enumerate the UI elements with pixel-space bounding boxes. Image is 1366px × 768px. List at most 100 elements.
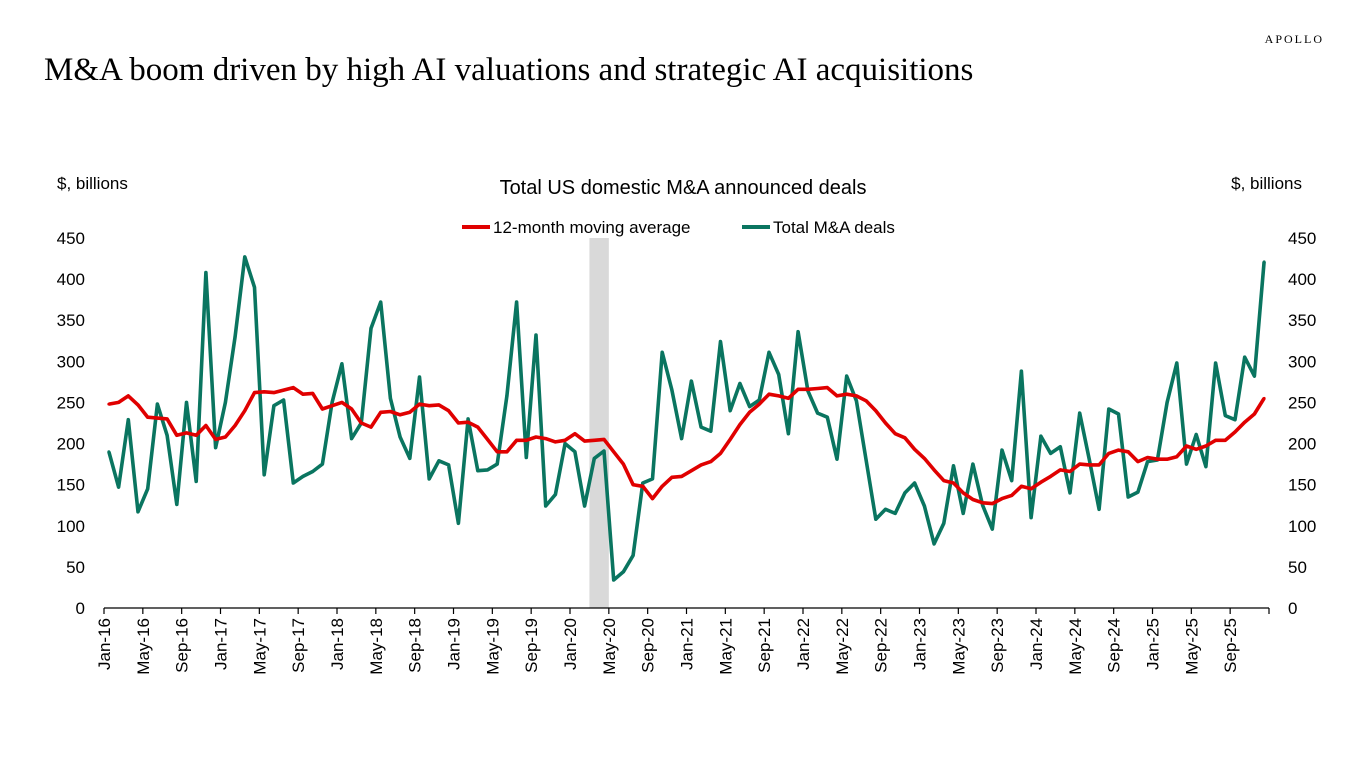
data-point [680, 437, 684, 441]
left-y-tick-label: 300 [57, 352, 85, 371]
x-tick-label: Jan-20 [561, 618, 580, 670]
x-tick-label: Sep-25 [1221, 618, 1240, 673]
x-tick-label: Jan-18 [328, 618, 347, 670]
x-tick-label: Jan-16 [95, 618, 114, 670]
data-point [641, 481, 645, 485]
data-point [427, 477, 431, 481]
data-point [252, 285, 256, 289]
data-point [922, 504, 926, 508]
data-point [699, 425, 703, 429]
data-point [379, 300, 383, 304]
data-point [718, 451, 722, 455]
x-tick-label: May-16 [134, 618, 153, 675]
data-point [709, 429, 713, 433]
data-point [524, 456, 528, 460]
data-point [388, 396, 392, 400]
data-point [1136, 490, 1140, 494]
data-point [1165, 400, 1169, 404]
data-point [786, 432, 790, 436]
data-point [1117, 448, 1121, 452]
data-point [864, 399, 868, 403]
data-point [951, 481, 955, 485]
data-point [631, 483, 635, 487]
data-point [1058, 445, 1062, 449]
data-point [485, 468, 489, 472]
data-point [398, 413, 402, 417]
data-point [466, 420, 470, 424]
data-point [437, 459, 441, 463]
data-point [631, 553, 635, 557]
x-tick-label: May-19 [483, 618, 502, 675]
data-point [592, 438, 596, 442]
data-point [1087, 458, 1091, 462]
data-point [495, 450, 499, 454]
data-point [1049, 451, 1053, 455]
data-point [379, 410, 383, 414]
data-point [874, 409, 878, 413]
data-point [1039, 480, 1043, 484]
data-point [1223, 438, 1227, 442]
data-point [1107, 407, 1111, 411]
data-point [1117, 412, 1121, 416]
data-point [612, 578, 616, 582]
left-y-tick-label: 350 [57, 311, 85, 330]
data-point [1175, 455, 1179, 459]
data-point [437, 403, 441, 407]
data-point [456, 521, 460, 525]
left-y-tick-label: 50 [66, 558, 85, 577]
data-point [262, 390, 266, 394]
x-tick-label: May-25 [1182, 618, 1201, 675]
x-tick-label: Jan-25 [1144, 618, 1163, 670]
moving-average-line [108, 385, 1266, 506]
data-point [262, 473, 266, 477]
x-tick-label: Jan-19 [445, 618, 464, 670]
data-point [1010, 493, 1014, 497]
data-point [311, 391, 315, 395]
data-point [1223, 414, 1227, 418]
x-tick-label: May-21 [716, 618, 735, 675]
data-point [932, 468, 936, 472]
x-tick-label: May-17 [250, 618, 269, 675]
data-point [1039, 434, 1043, 438]
data-point [272, 391, 276, 395]
x-tick-label: Sep-22 [872, 618, 891, 673]
left-y-tick-label: 250 [57, 393, 85, 412]
data-point [942, 521, 946, 525]
data-point [194, 479, 198, 483]
left-y-tick-label: 0 [76, 599, 85, 618]
data-point [767, 350, 771, 354]
data-point [621, 462, 625, 466]
data-point [563, 438, 567, 442]
data-point [961, 511, 965, 515]
data-point [748, 405, 752, 409]
data-point [1019, 369, 1023, 373]
x-tick-label: Sep-21 [755, 618, 774, 673]
data-point [1214, 361, 1218, 365]
data-point [990, 502, 994, 506]
data-point [175, 502, 179, 506]
data-point [418, 375, 422, 379]
x-tick-label: Jan-22 [794, 618, 813, 670]
data-point [845, 374, 849, 378]
data-point [291, 481, 295, 485]
data-point [1243, 420, 1247, 424]
data-point [369, 326, 373, 330]
data-point [913, 447, 917, 451]
data-point [1146, 456, 1150, 460]
data-point [884, 421, 888, 425]
data-point [1000, 497, 1004, 501]
data-point [485, 437, 489, 441]
data-point [1204, 444, 1208, 448]
right-y-tick-label: 300 [1288, 352, 1316, 371]
total-deals-line [107, 255, 1266, 582]
right-y-tick-label: 0 [1288, 599, 1297, 618]
data-point [874, 517, 878, 521]
data-point [981, 501, 985, 505]
chart-title: Total US domestic M&A announced deals [500, 177, 867, 199]
data-point [816, 411, 820, 415]
left-y-tick-label: 100 [57, 517, 85, 536]
left-y-tick-label: 150 [57, 476, 85, 495]
data-point [796, 387, 800, 391]
data-point [670, 475, 674, 479]
data-point [534, 333, 538, 337]
